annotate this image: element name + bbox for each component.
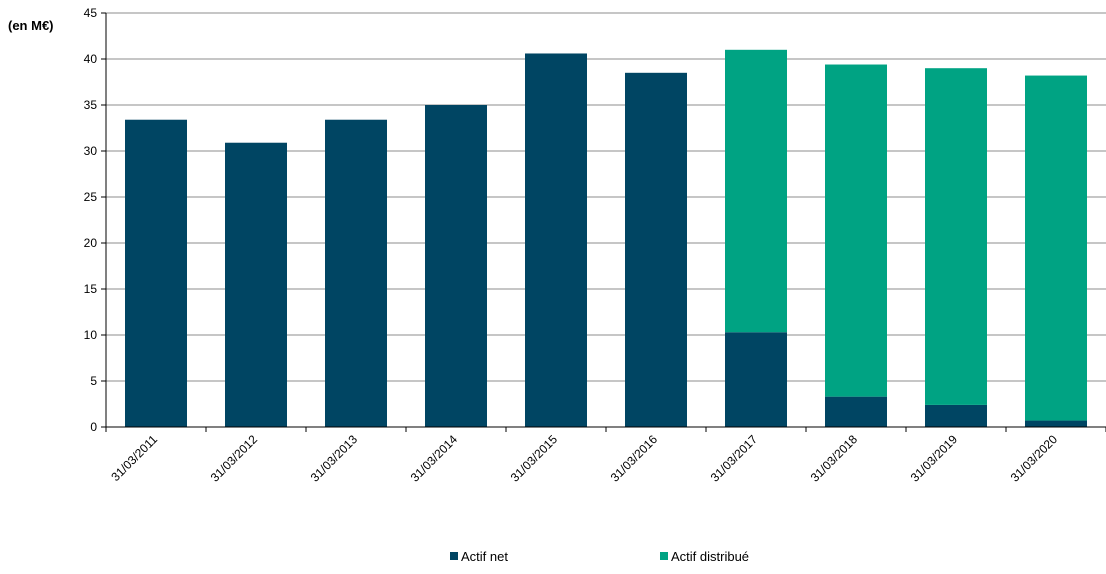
bar-actif-net <box>325 119 387 427</box>
bar-actif-net <box>525 53 587 427</box>
bar-actif-net <box>125 119 187 427</box>
y-tick-label: 5 <box>90 374 97 388</box>
x-axis-ticks: 31/03/2011 31/03/2012 31/03/2013 31/03/2014… <box>105 427 1106 485</box>
bar-actif-distribue <box>1025 75 1087 421</box>
legend-label: Actif distribué <box>671 549 749 564</box>
x-tick-label: 31/03/2019 <box>908 432 961 485</box>
x-tick-label: 31/03/2013 <box>308 432 361 485</box>
legend-label: Actif net <box>461 549 508 564</box>
legend-swatch <box>660 552 668 560</box>
x-tick-label: 31/03/2012 <box>208 432 261 485</box>
x-tick-label: 31/03/2020 <box>1008 432 1061 485</box>
y-tick-label: 0 <box>90 420 97 434</box>
x-tick-label: 31/03/2011 <box>108 432 160 484</box>
legend-swatch <box>450 552 458 560</box>
unit-label: (en M€) <box>8 18 54 33</box>
x-tick-label: 31/03/2017 <box>708 432 761 485</box>
x-tick-label: 31/03/2018 <box>808 432 861 485</box>
bar-actif-net <box>925 404 987 427</box>
x-tick-label: 31/03/2014 <box>408 432 461 485</box>
y-tick-label: 40 <box>84 52 98 66</box>
x-tick-label: 31/03/2016 <box>608 432 661 485</box>
y-tick-label: 30 <box>84 144 98 158</box>
bar-actif-distribue <box>825 64 887 397</box>
bars <box>125 49 1087 428</box>
y-tick-label: 45 <box>84 6 98 20</box>
y-tick-label: 10 <box>84 328 98 342</box>
bar-actif-net <box>725 332 787 427</box>
x-tick-label: 31/03/2015 <box>508 432 561 485</box>
y-tick-label: 25 <box>84 190 98 204</box>
y-tick-label: 35 <box>84 98 98 112</box>
bar-actif-net <box>625 72 687 428</box>
bar-actif-net <box>425 105 487 427</box>
bar-actif-distribue <box>925 68 987 405</box>
y-tick-label: 15 <box>84 282 98 296</box>
bar-actif-net <box>1025 420 1087 427</box>
y-tick-label: 20 <box>84 236 98 250</box>
bar-actif-net <box>825 396 887 427</box>
bar-actif-distribue <box>725 49 787 333</box>
bar-actif-net <box>225 142 287 427</box>
y-axis-ticks: 0 5 10 15 20 25 30 35 40 45 <box>84 6 106 434</box>
legend: Actif net Actif distribué <box>450 549 749 564</box>
